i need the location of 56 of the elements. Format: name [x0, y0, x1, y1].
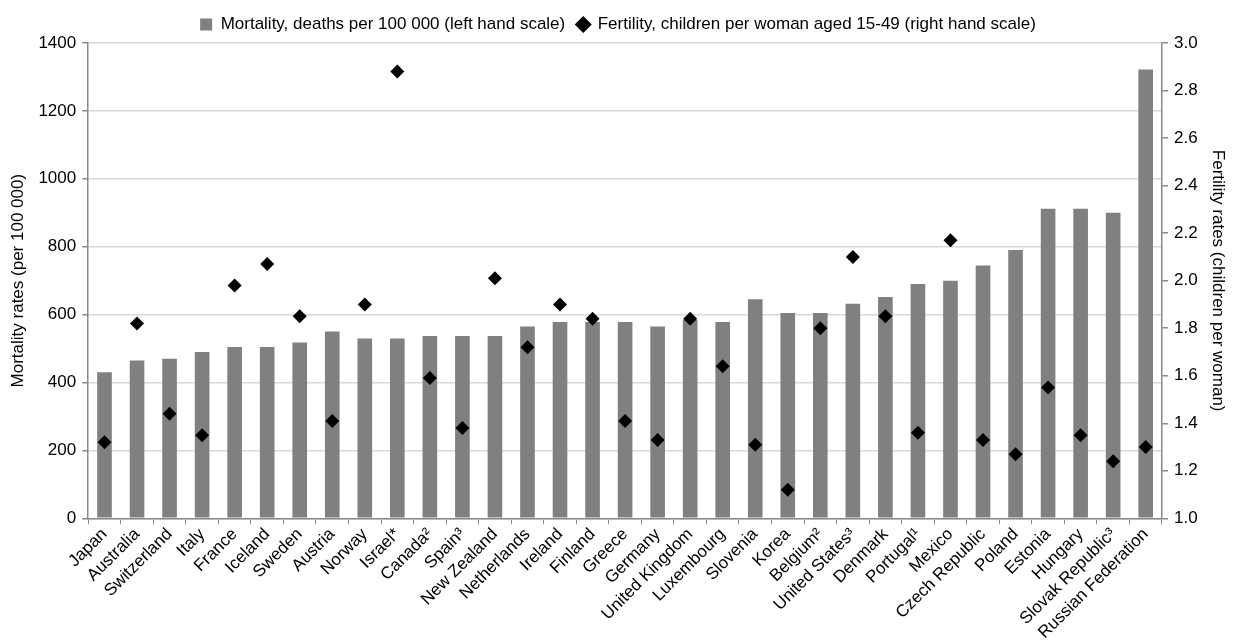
point	[683, 311, 698, 326]
point	[487, 271, 502, 286]
point	[195, 428, 210, 443]
point	[162, 406, 177, 421]
point	[292, 309, 307, 324]
point	[878, 309, 893, 324]
point	[422, 371, 437, 386]
point	[520, 340, 535, 355]
y-tick-label: 1200	[38, 100, 77, 120]
y2-axis-title: Fertility rates (children per woman)	[1209, 149, 1229, 412]
point	[1041, 380, 1056, 395]
point	[780, 482, 795, 497]
point	[585, 311, 600, 326]
y2-tick-label: 1.0	[1173, 508, 1198, 528]
y2-tick-label: 2.0	[1173, 270, 1198, 290]
legend-label: Fertility, children per woman aged 15-49 (right hand scale)	[597, 14, 1036, 34]
point	[325, 413, 340, 428]
y2-tick-label: 1.4	[1173, 412, 1198, 432]
y2-tick-label: 1.2	[1173, 460, 1198, 480]
point	[650, 432, 665, 447]
y2-tick-label: 2.6	[1173, 127, 1198, 147]
point	[813, 321, 828, 336]
point	[1008, 447, 1023, 462]
y2-tick-label: 1.6	[1173, 365, 1198, 385]
y-tick-label: 400	[47, 372, 77, 392]
y-tick-label: 600	[47, 304, 77, 324]
point	[748, 437, 763, 452]
y-axis-title: Mortality rates (per 100 000)	[7, 173, 27, 388]
y-tick-label: 800	[47, 236, 77, 256]
point	[260, 257, 275, 272]
point	[845, 249, 860, 264]
point	[357, 297, 372, 312]
point	[97, 435, 112, 450]
point	[910, 425, 925, 440]
y-tick-label: 0	[66, 508, 77, 528]
y-tick-label: 1000	[38, 168, 77, 188]
y2-tick-label: 2.8	[1173, 80, 1198, 100]
point	[1138, 440, 1153, 455]
point	[715, 359, 730, 374]
y2-tick-label: 2.2	[1173, 222, 1198, 242]
y2-tick-label: 3.0	[1173, 32, 1198, 52]
point	[1073, 428, 1088, 443]
point	[227, 278, 242, 293]
point	[455, 421, 470, 436]
y2-tick-label: 2.4	[1173, 175, 1198, 195]
y-tick-label: 1400	[38, 32, 77, 52]
point	[976, 432, 991, 447]
point	[553, 297, 568, 312]
point	[130, 316, 145, 331]
point	[618, 413, 633, 428]
y2-tick-label: 1.8	[1173, 317, 1198, 337]
point	[1106, 454, 1121, 469]
point	[943, 233, 958, 248]
y-tick-label: 200	[47, 440, 77, 460]
legend-label: Mortality, deaths per 100 000 (left hand scale)	[220, 14, 566, 34]
point	[390, 64, 405, 79]
